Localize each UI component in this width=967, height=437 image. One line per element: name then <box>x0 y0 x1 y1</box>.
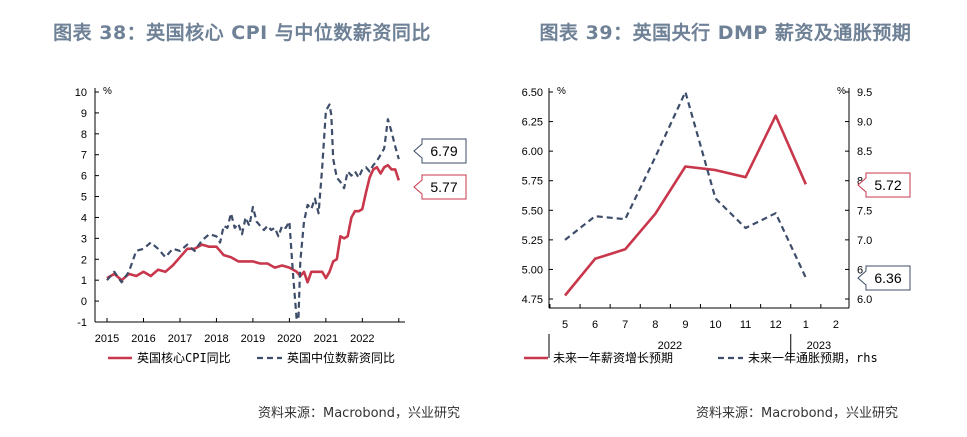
y-tick-label: 5 <box>81 192 87 204</box>
y-tick-label-right: 6.0 <box>857 294 872 306</box>
y-unit-label: % <box>103 86 112 97</box>
x-tick-label: 10 <box>709 319 721 331</box>
x-tick-label: 11 <box>740 319 751 331</box>
x-tick-label: 2017 <box>168 333 192 345</box>
legend-label-inflation-expectation: 未来一年通胀预期，rhs <box>748 351 878 365</box>
chart-panel-core-cpi-vs-wages: 图表 38：英国核心 CPI 与中位数薪资同比 -1 0 1 2 3 4 5 6 7 8 9 10% 2… <box>53 22 467 421</box>
y-unit-label-left: % <box>557 86 566 97</box>
y-tick-label-right: 9.5 <box>857 87 872 99</box>
y-tick-label-right: 7.5 <box>857 205 872 217</box>
y-tick-label: -1 <box>77 317 87 329</box>
y-tick-label-left: 5.25 <box>522 235 543 247</box>
x-tick-label: 2015 <box>95 333 119 345</box>
x-tick-label: 9 <box>682 319 688 331</box>
legend-label-wage-expectation: 未来一年薪资增长预期 <box>553 351 673 365</box>
y-tick-label: 9 <box>81 108 87 120</box>
y-tick-label: 7 <box>81 150 87 162</box>
callout-box <box>857 172 911 198</box>
x-tick-label: 2018 <box>204 333 228 345</box>
y-tick-label-left: 6.25 <box>522 117 543 129</box>
x-tick-label: 2 <box>833 319 839 331</box>
legend-label-median-wage: 英国中位数薪资同比 <box>287 350 395 365</box>
source-note: 资料来源：Macrobond，兴业研究 <box>696 406 899 421</box>
source-note: 资料来源：Macrobond，兴业研究 <box>258 406 461 421</box>
y-tick-label-left: 5.00 <box>522 264 543 276</box>
series-line-inflation-expectation <box>564 90 807 279</box>
callout-box <box>413 174 467 200</box>
year-label: 2022 <box>658 340 682 352</box>
x-tick-label: 2016 <box>131 333 155 345</box>
x-tick-label: 2019 <box>241 333 265 345</box>
series-line-core-cpi <box>106 163 401 284</box>
y-tick-label: 10 <box>75 87 87 99</box>
callout-box <box>413 138 467 164</box>
y-tick-label-left: 6.00 <box>522 146 543 158</box>
callout-box <box>857 265 911 291</box>
series-line-wage-expectation <box>563 114 807 297</box>
chart-title: 图表 39：英国央行 DMP 薪资及通胀预期 <box>539 22 912 44</box>
y-tick-label: 0 <box>81 296 87 308</box>
chart-svg-right: 4.755.005.255.505.756.006.256.506.06.57.… <box>522 86 911 365</box>
y-tick-label: 6 <box>81 171 87 183</box>
chart-panel-dmp-expectations: 图表 39：英国央行 DMP 薪资及通胀预期 4.75 5.00 5.25 5.50 5… <box>484 0 967 437</box>
x-tick-label: 8 <box>652 319 658 331</box>
series-line-median-wage <box>106 103 400 321</box>
callout-label: 5.77 <box>430 179 457 195</box>
y-tick-label-right: 8.5 <box>857 146 872 158</box>
y-tick-label-left: 5.50 <box>522 205 543 217</box>
x-tick-label: 2021 <box>314 333 338 345</box>
x-tick-label: 2022 <box>350 333 374 345</box>
y-tick-label-left: 5.75 <box>522 176 543 188</box>
y-tick-label: 2 <box>81 254 87 266</box>
y-tick-label: 8 <box>81 129 87 141</box>
y-tick-label-left: 6.50 <box>522 87 543 99</box>
y-tick-label: 1 <box>81 275 87 287</box>
x-tick-label: 1 <box>803 319 809 331</box>
year-label: 2023 <box>807 340 831 352</box>
chart-svg-left: -1 0 1 2 3 4 5 6 7 8 9 10 % 2015 2016 2017 2018 2019 2020 2… <box>75 86 467 365</box>
y-unit-label-right: % <box>837 86 846 97</box>
y-tick-label-right: 9.0 <box>857 117 872 129</box>
x-tick-label: 12 <box>770 319 782 331</box>
x-tick-label: 5 <box>562 319 568 331</box>
legend-label-core-cpi: 英国核心CPI同比 <box>137 351 231 365</box>
callout-label: 6.79 <box>430 143 457 159</box>
y-tick-label: 4 <box>81 212 87 224</box>
y-tick-label-right: 7.0 <box>857 235 872 247</box>
callout-label: 6.36 <box>874 270 901 286</box>
chart-title: 图表 38：英国核心 CPI 与中位数薪资同比 <box>53 22 431 44</box>
callout-label: 5.72 <box>874 177 901 193</box>
x-tick-label: 7 <box>622 319 628 331</box>
y-tick-label: 3 <box>81 233 87 245</box>
y-tick-label-left: 4.75 <box>522 294 543 306</box>
x-tick-label: 2020 <box>277 333 301 345</box>
x-tick-label: 6 <box>592 319 598 331</box>
